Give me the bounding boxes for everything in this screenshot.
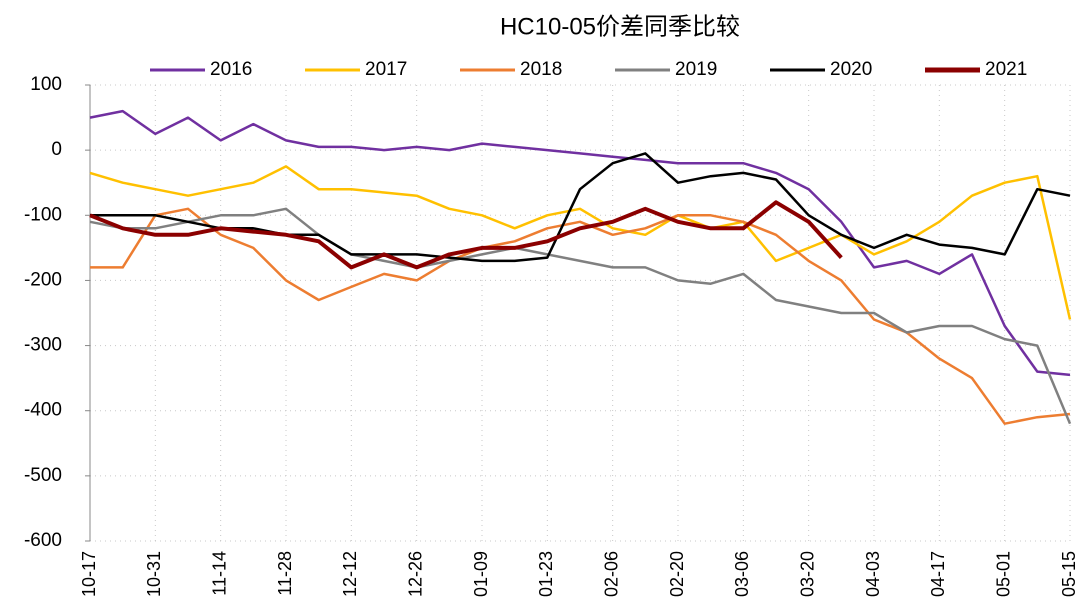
x-tick-label: 03-20 [797,551,817,597]
series-line [89,207,1072,425]
legend-label: 2019 [675,59,717,80]
x-tick-label: 04-03 [863,551,883,597]
x-tick-label: 02-20 [667,551,687,597]
legend-label: 2021 [985,59,1027,80]
x-tick-label: 11-28 [275,551,295,596]
x-tick-label: 12-26 [405,551,425,597]
y-tick-label: -600 [24,530,62,551]
x-tick-label: 10-17 [79,551,99,597]
y-tick-label: -400 [24,400,62,421]
x-tick-label: 04-17 [928,551,948,597]
x-tick-label: 03-06 [732,551,752,597]
x-tick-label: 01-23 [536,551,556,597]
x-tick-label: 10-31 [144,551,164,597]
series-line [89,200,843,270]
legend-label: 2017 [365,59,407,80]
x-tick-label: 11-14 [209,551,229,596]
y-tick-label: -300 [24,335,62,356]
legend-label: 2020 [830,59,872,80]
y-tick-label: 0 [51,139,62,160]
y-tick-label: 100 [30,74,62,95]
x-tick-label: 12-12 [340,551,360,597]
series-line [89,165,1072,320]
x-tick-label: 05-15 [1059,551,1079,597]
series-line [89,109,1071,377]
x-tick-label: 02-06 [601,551,621,597]
x-tick-label: 05-01 [993,551,1013,597]
legend-label: 2018 [520,59,562,80]
legend-label: 2016 [210,59,252,80]
series-line [90,152,1071,263]
x-tick-label: 01-09 [471,551,491,597]
y-tick-label: -200 [24,269,62,290]
chart-title: HC10-05价差同季比较 [500,13,740,40]
series-line [90,207,1071,425]
y-tick-label: -500 [24,465,62,486]
y-tick-label: -100 [24,204,62,225]
